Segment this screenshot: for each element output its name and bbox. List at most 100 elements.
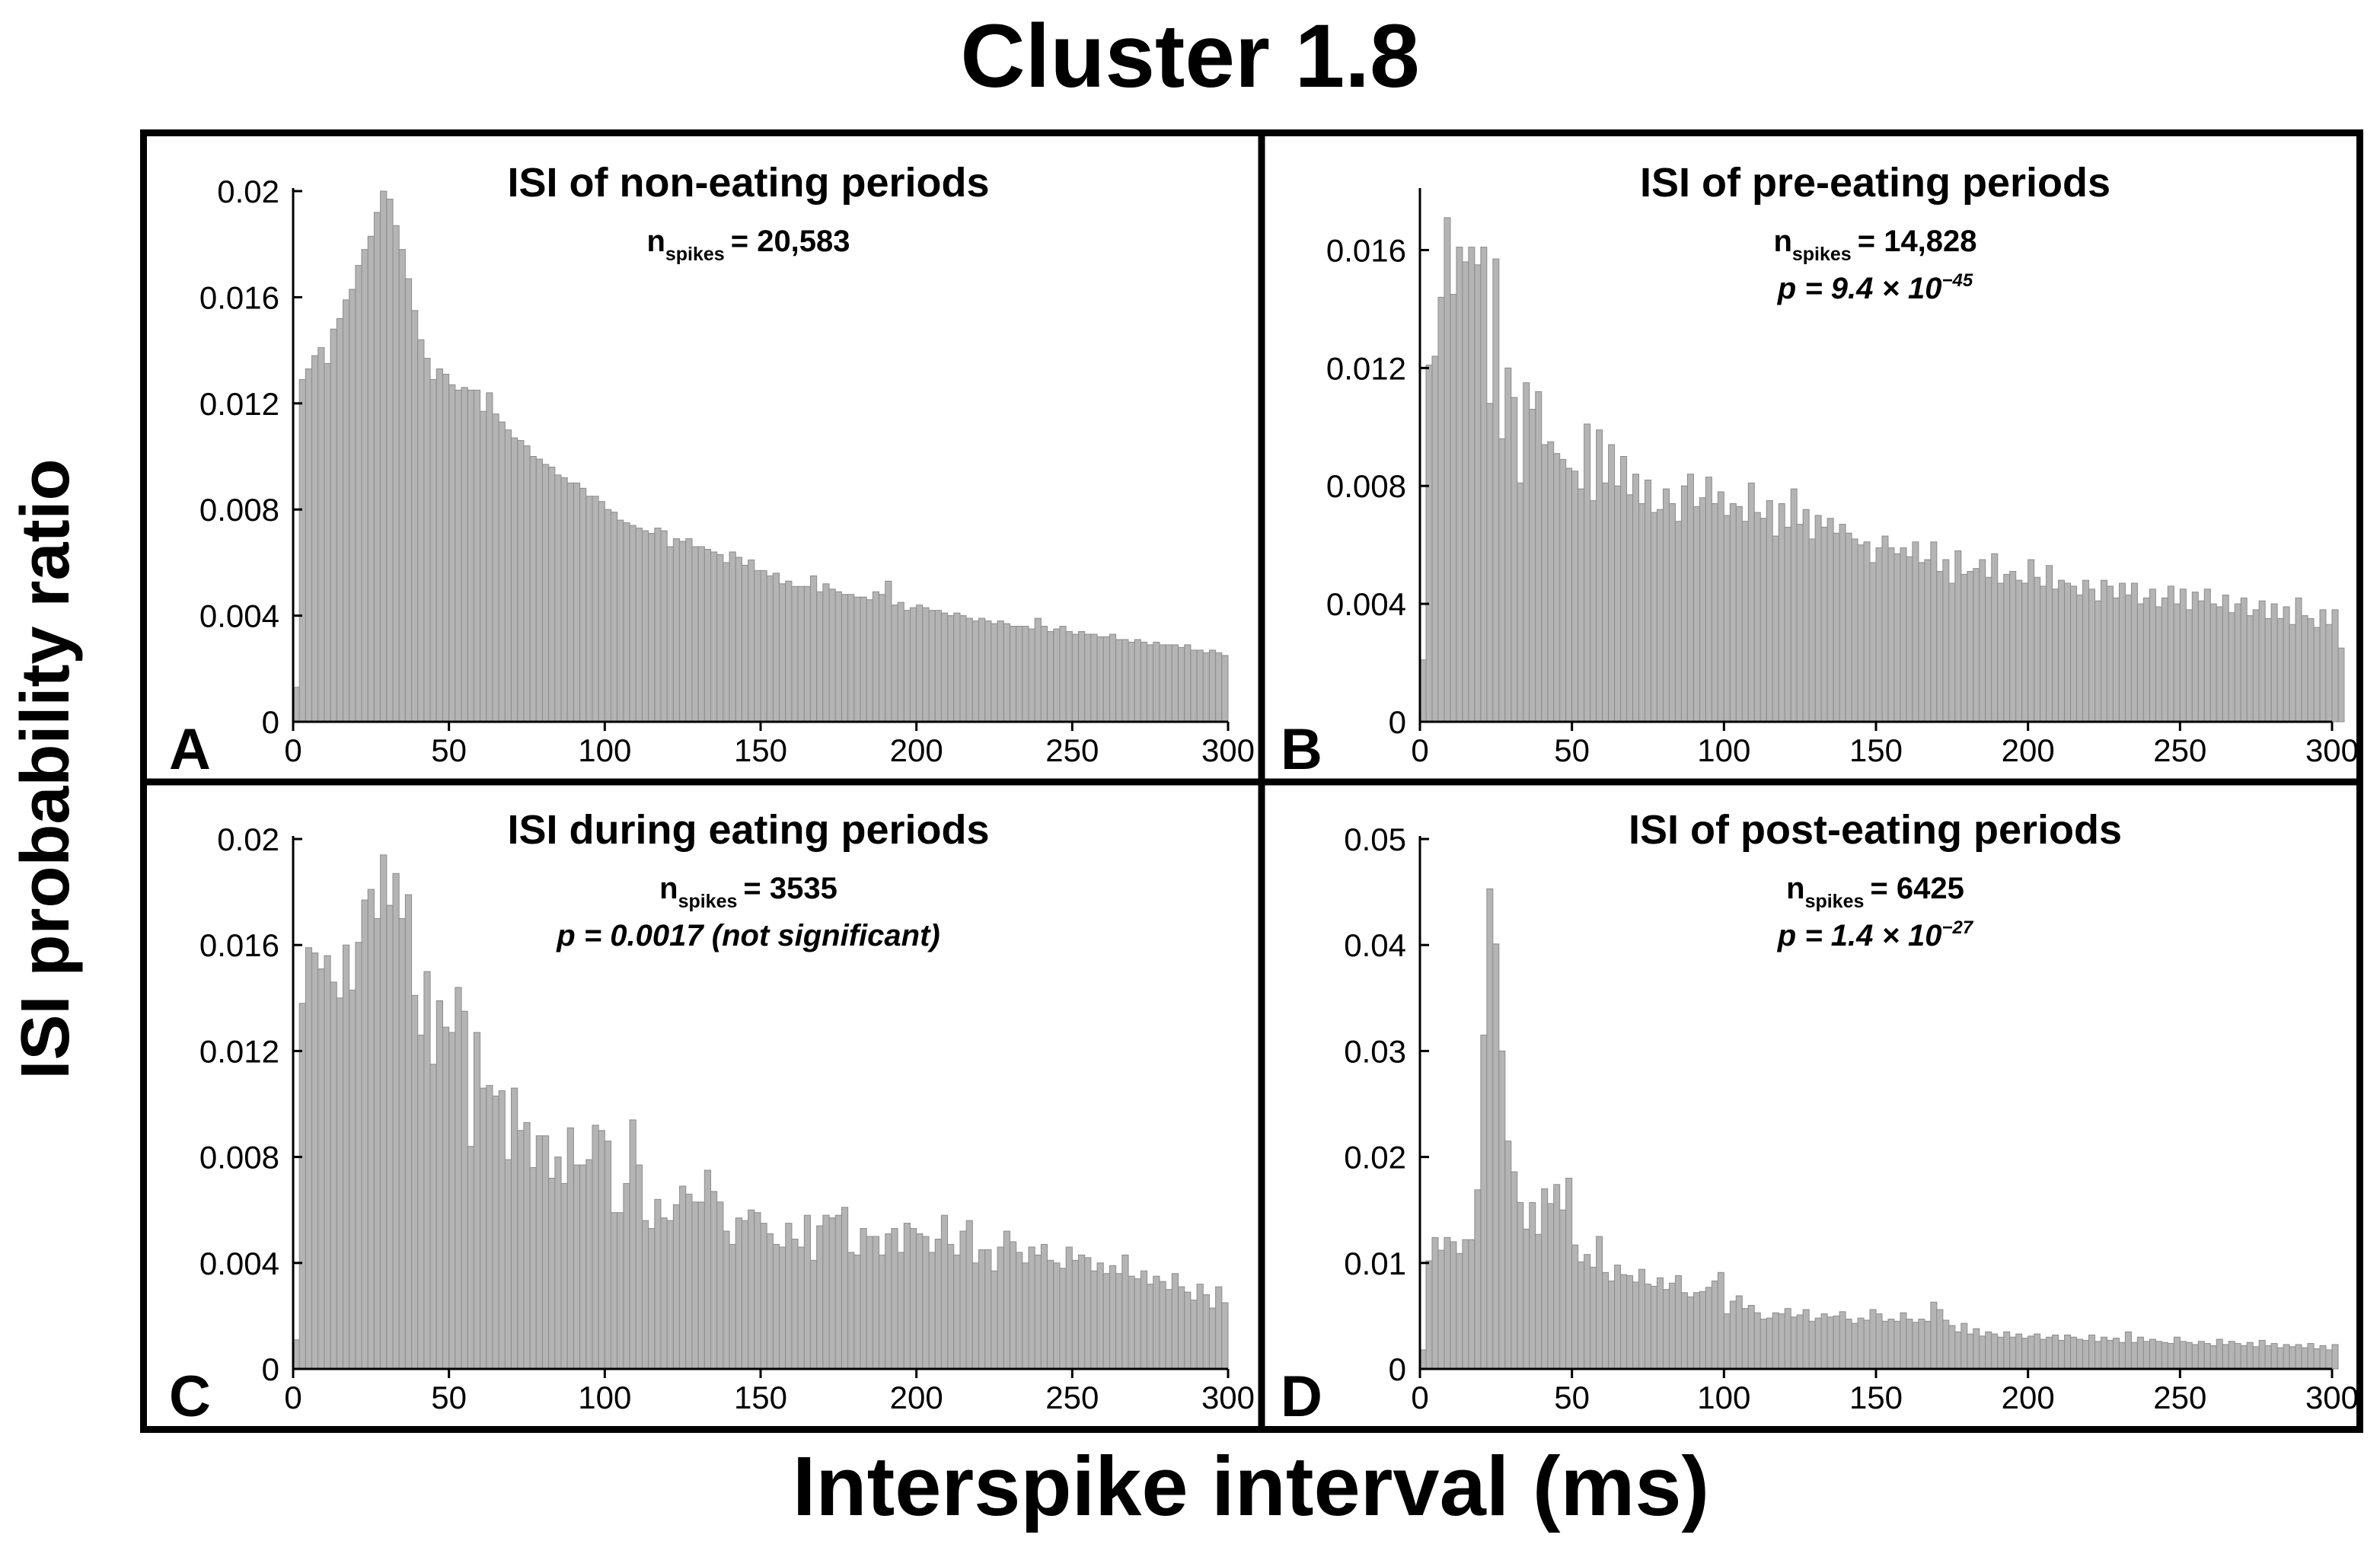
n-subscript: spikes: [665, 244, 725, 265]
histogram-bar: [1578, 488, 1585, 723]
histogram-bar: [554, 474, 562, 723]
histogram-bar: [1967, 1333, 1974, 1370]
histogram-bar: [947, 615, 955, 723]
figure-title: Cluster 1.8: [960, 6, 1420, 107]
histogram-bar: [648, 533, 656, 723]
y-tick-label: 0.016: [1326, 232, 1406, 268]
histogram-bar: [455, 987, 462, 1370]
histogram-bar: [903, 610, 911, 723]
histogram-bar: [2027, 1335, 2035, 1370]
histogram-bar: [611, 512, 618, 723]
histogram-bar: [2337, 647, 2345, 723]
histogram-bar: [1991, 1333, 1999, 1370]
histogram-bar: [305, 947, 313, 1370]
histogram-bar: [511, 437, 518, 723]
histogram-bar: [2064, 1334, 2072, 1370]
histogram-bar: [934, 610, 942, 723]
histogram-bar: [1674, 1275, 1682, 1370]
histogram-bar: [1692, 1292, 1700, 1370]
histogram-bar: [1979, 559, 1986, 723]
histogram-bar: [872, 1236, 880, 1370]
histogram-bar: [380, 854, 388, 1370]
histogram-bar: [641, 1220, 649, 1370]
histogram-bar: [1638, 502, 1646, 723]
histogram-bar: [723, 562, 730, 723]
histogram-bar: [2070, 1336, 2078, 1370]
histogram-bar: [1967, 571, 1974, 723]
panel-a: 0 50 100 150 200 250 300 0 0.004 0.008 0.012 0.016 0…: [169, 160, 1255, 782]
histogram-bar: [685, 538, 693, 723]
histogram-bar: [1705, 1287, 1712, 1370]
histogram-bar: [1723, 515, 1731, 723]
histogram-bar: [1632, 1281, 1640, 1370]
histogram-bar: [1845, 532, 1852, 723]
histogram-bar: [2222, 1344, 2229, 1370]
histogram-bar: [598, 1130, 605, 1370]
x-tick-label: 100: [1697, 732, 1750, 768]
histogram-bar: [1614, 1265, 1622, 1370]
histogram-bar: [1608, 444, 1616, 723]
histogram-bar: [1584, 423, 1591, 723]
histogram-bar: [1948, 582, 1956, 723]
histogram-bar: [361, 899, 368, 1370]
histogram-bar: [1936, 1309, 1944, 1370]
histogram-bar: [504, 1159, 512, 1370]
histogram-bar: [617, 519, 624, 723]
histogram-bar: [1930, 541, 1938, 723]
histogram-bar: [1608, 1280, 1616, 1370]
histogram-bar: [1474, 1189, 1482, 1370]
histogram-bar: [1918, 562, 1925, 723]
histogram-bar: [1121, 639, 1129, 723]
histogram-bar: [940, 1214, 949, 1370]
histogram-bar: [1711, 1280, 1718, 1370]
histogram-bar: [1863, 541, 1871, 723]
histogram-bar: [679, 1185, 687, 1370]
x-tick-label: 200: [890, 732, 943, 768]
histogram-bar: [1053, 628, 1061, 723]
histogram-bar: [691, 1201, 699, 1370]
histogram-bar: [1102, 1273, 1110, 1370]
histogram-bar: [2301, 1347, 2308, 1370]
histogram-bar: [492, 413, 499, 723]
histogram-bar: [417, 339, 425, 723]
histogram-bar: [435, 368, 443, 723]
histogram-bar: [1692, 506, 1700, 723]
histogram-bar: [1723, 1313, 1731, 1370]
histogram-bar: [2167, 585, 2174, 723]
histogram-bar: [2070, 585, 2078, 723]
histogram-bar: [392, 225, 400, 723]
histogram-bar: [1121, 1254, 1129, 1370]
histogram-bar: [903, 1223, 911, 1370]
histogram-bar: [1140, 1270, 1148, 1370]
histogram-bar: [1208, 1307, 1217, 1370]
histogram-bar: [330, 328, 337, 723]
histogram-bar: [748, 559, 755, 723]
histogram-bar: [1924, 1320, 1932, 1370]
histogram-bar: [785, 580, 793, 723]
histogram-bar: [2295, 597, 2302, 723]
histogram-bar: [2173, 603, 2181, 723]
x-tick-label: 150: [1849, 1380, 1903, 1415]
histogram-bar: [2052, 589, 2059, 723]
histogram-bar: [965, 1220, 973, 1370]
histogram-bar: [723, 1230, 730, 1370]
histogram-bar: [1202, 652, 1210, 723]
histogram-bar: [324, 363, 331, 723]
y-tick-label: 0.016: [199, 927, 279, 963]
histogram-bar: [1650, 512, 1657, 723]
histogram-bar: [1028, 628, 1035, 723]
x-tick-label: 50: [431, 1380, 467, 1415]
histogram-bar: [872, 591, 880, 723]
histogram-bar: [1699, 497, 1706, 723]
histogram-bar: [879, 594, 886, 723]
histogram-bar: [355, 942, 362, 1370]
histogram-bar: [1784, 1308, 1791, 1370]
histogram-bar: [1028, 1246, 1035, 1370]
histogram-bar: [342, 299, 350, 723]
histogram-bar: [1979, 1335, 1986, 1370]
histogram-bar: [629, 1119, 636, 1370]
histogram-bar: [455, 389, 462, 723]
histogram-bar: [1596, 429, 1603, 723]
histogram-bar: [2034, 1333, 2041, 1370]
